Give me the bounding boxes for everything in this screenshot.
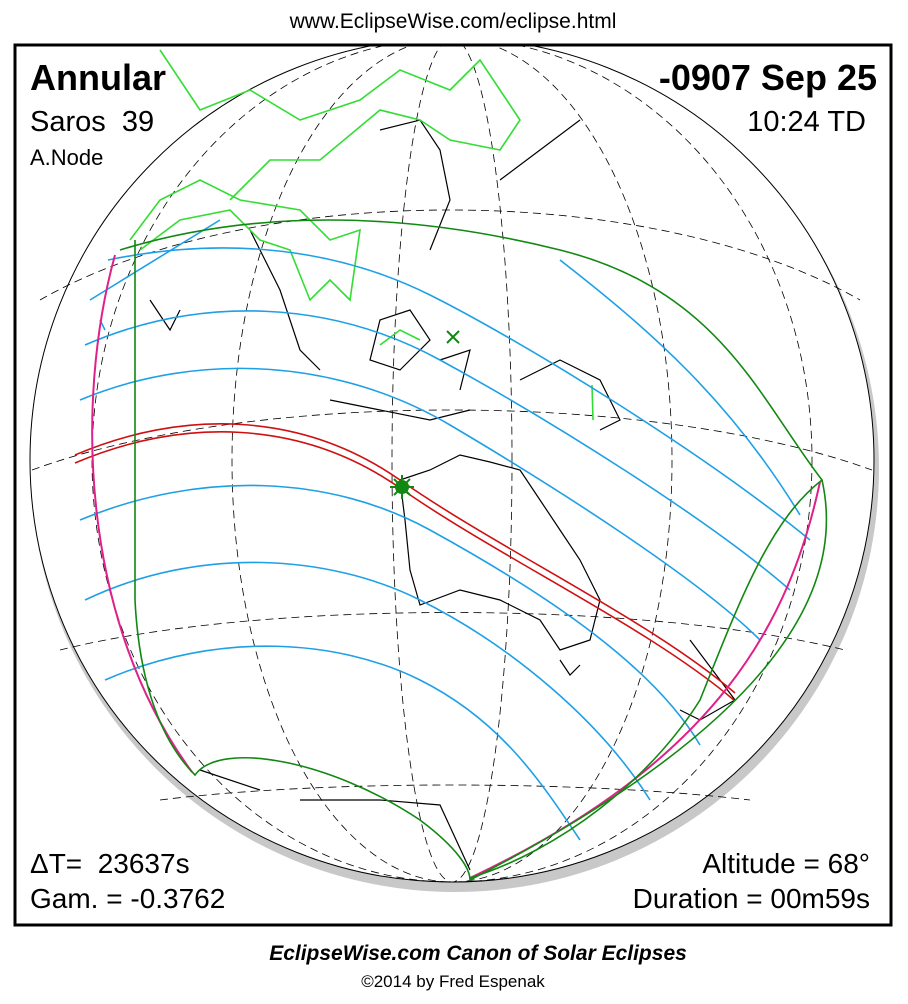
greatest-eclipse: [390, 330, 460, 499]
node: A.Node: [30, 145, 103, 170]
frame: [13, 43, 893, 927]
url: www.EclipseWise.com/eclipse.html: [289, 10, 617, 33]
delta-t: ΔT= 23637s: [30, 848, 190, 879]
land: [129, 49, 736, 871]
eclipse-type: Annular: [30, 57, 166, 98]
eclipse-path: [74, 219, 828, 881]
eclipse-date: -0907 Sep 25: [659, 57, 877, 98]
altitude: Altitude = 68°: [702, 848, 870, 879]
gamma: Gam. = -0.3762: [30, 883, 225, 914]
footer-title: EclipseWise.com Canon of Solar Eclipses: [269, 942, 687, 965]
saros: Saros 39: [30, 106, 154, 138]
duration: Duration = 00m59s: [633, 883, 870, 914]
time: 10:24 TD: [747, 106, 866, 138]
credit: ©2014 by Fred Espenak: [361, 972, 545, 991]
map: [29, 45, 879, 892]
globe: [29, 45, 875, 883]
